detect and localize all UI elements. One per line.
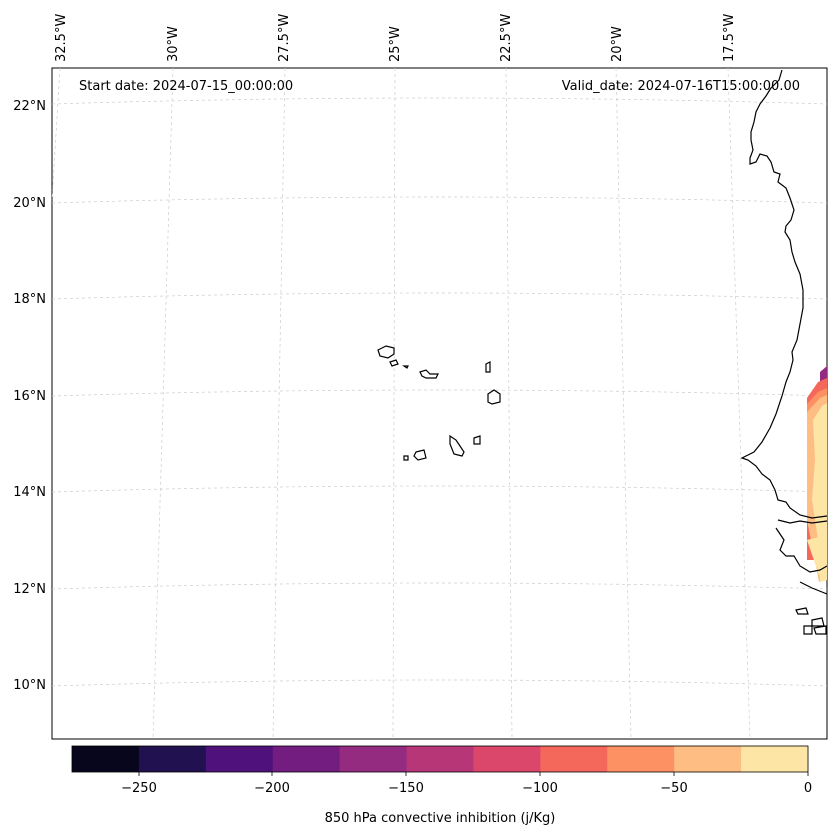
colorbar-ticks: [138, 772, 809, 776]
colorbar-segment: [674, 746, 742, 772]
colorbar-segment: [272, 746, 341, 772]
lat-label-18: 18°N: [13, 292, 46, 307]
grid-lat-22: [51, 97, 828, 105]
island-fogo: [413, 449, 427, 461]
grid-lon-22: [505, 67, 513, 740]
cbar-tick-label-0: 0: [804, 781, 812, 796]
island-santa-luzia: [402, 365, 409, 369]
lon-label-25: 25°W: [388, 26, 403, 62]
colorbar-segments: [72, 746, 809, 772]
lon-label-32: 32.5°W: [54, 14, 69, 62]
grid-lon-17: [727, 67, 751, 740]
lat-label-10: 10°N: [13, 678, 46, 693]
lat-label-20: 20°N: [13, 196, 46, 211]
gambia-coast: [777, 519, 828, 524]
lon-labels: 32.5°W 30°W 27.5°W 25°W 22.5°W 20°W 17.5…: [54, 14, 737, 62]
gridlines: [51, 67, 828, 740]
colorbar-segment: [406, 746, 474, 772]
grid-lon-25: [392, 67, 396, 740]
cin-contours: [807, 366, 827, 582]
colorbar-frame: [71, 745, 809, 773]
start-date-label: Start date: 2024-07-15_00:00:00: [79, 79, 293, 94]
lat-label-22: 22°N: [13, 99, 46, 114]
lat-label-16: 16°N: [13, 389, 46, 404]
colorbar-segment: [607, 746, 675, 772]
grid-lat-12: [51, 582, 828, 590]
colorbar-tick-labels: −250 −200 −150 −100 −50 0: [121, 781, 812, 796]
grid-lat-18: [51, 292, 828, 300]
africa-coast: [740, 69, 828, 519]
island-santiago: [449, 434, 465, 457]
colorbar-segment: [339, 746, 408, 772]
guinea-bissau-coast: [775, 527, 828, 573]
grid-lon-20: [615, 67, 632, 740]
colorbar-segment: [205, 746, 274, 772]
valid-date-label: Valid_date: 2024-07-16T15:00:00.00: [562, 79, 800, 94]
cbar-tick-label-50: −50: [660, 781, 687, 796]
colorbar-segment: [72, 746, 140, 772]
island-sao-vicente: [389, 359, 399, 367]
grid-lon-27: [272, 67, 286, 740]
grid-lat-14: [51, 485, 828, 493]
island-santo-antao: [377, 345, 395, 359]
colorbar-segment: [741, 746, 809, 772]
lat-labels: 22°N 20°N 18°N 16°N 14°N 12°N 10°N: [13, 99, 46, 693]
lon-label-27: 27.5°W: [277, 14, 292, 62]
island-brava: [403, 455, 409, 461]
lon-label-22: 22.5°W: [499, 14, 514, 62]
cin-band-6: [807, 535, 827, 575]
colorbar-segment: [540, 746, 608, 772]
lat-label-14: 14°N: [13, 485, 46, 500]
island-boa-vista: [487, 389, 501, 405]
cbar-tick-label-100: −100: [522, 781, 558, 796]
grid-lon-32: [51, 67, 61, 201]
island-sal: [485, 361, 491, 373]
bijagos-islands: [795, 607, 827, 635]
lon-label-20: 20°W: [610, 26, 625, 62]
grid-lat-16: [51, 389, 828, 397]
lon-label-30: 30°W: [166, 26, 181, 62]
island-sao-nicolau: [419, 369, 439, 379]
cbar-tick-label-250: −250: [121, 781, 157, 796]
cbar-tick-label-150: −150: [388, 781, 424, 796]
cape-verde-islands: [377, 345, 501, 461]
grid-lat-20: [51, 196, 828, 204]
grid-lat-10: [51, 679, 828, 687]
colorbar-segment: [138, 746, 207, 772]
lat-label-12: 12°N: [13, 582, 46, 597]
lon-label-17: 17.5°W: [722, 14, 737, 62]
map-frame: [51, 67, 828, 740]
cbar-tick-label-200: −200: [254, 781, 290, 796]
grid-lon-30: [152, 67, 174, 740]
colorbar-label: 850 hPa convective inhibition (j/Kg): [325, 811, 556, 826]
guinea-coast: [799, 581, 828, 595]
colorbar-segment: [473, 746, 541, 772]
coastline: [740, 69, 828, 635]
island-maio: [473, 435, 481, 445]
